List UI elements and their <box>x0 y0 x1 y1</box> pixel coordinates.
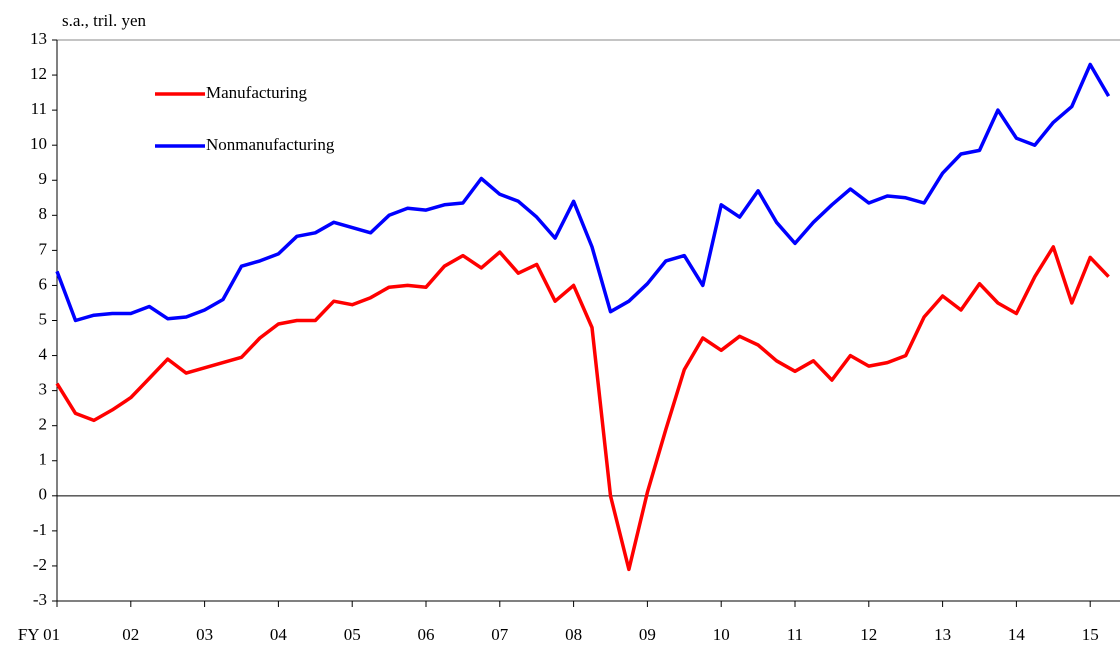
x-tick-label: 06 <box>418 625 435 644</box>
y-tick-label: 3 <box>39 380 48 399</box>
y-tick-label: -3 <box>33 590 47 609</box>
x-tick-label: 09 <box>639 625 656 644</box>
y-tick-label: 8 <box>39 204 48 223</box>
y-tick-label: 13 <box>30 29 47 48</box>
x-tick-label: 14 <box>1008 625 1026 644</box>
y-tick-label: 9 <box>39 169 48 188</box>
series-line <box>55 62 1111 323</box>
y-axis-label: s.a., tril. yen <box>62 11 147 30</box>
y-tick-label: -2 <box>33 555 47 574</box>
x-tick-label: 11 <box>787 625 803 644</box>
y-tick-label: 6 <box>39 274 48 293</box>
x-tick-label: 07 <box>491 625 509 644</box>
legend-label: Nonmanufacturing <box>206 135 335 154</box>
x-tick-label: 05 <box>344 625 361 644</box>
x-tick-label: 02 <box>122 625 139 644</box>
x-tick-label: 15 <box>1082 625 1099 644</box>
y-tick-label: 2 <box>39 415 48 434</box>
y-tick-label: 12 <box>30 64 47 83</box>
x-tick-label: 12 <box>860 625 877 644</box>
y-tick-label: 4 <box>39 344 48 363</box>
y-tick-label: 11 <box>31 99 47 118</box>
y-tick-label: 7 <box>39 239 48 258</box>
series-line <box>55 245 1110 572</box>
y-tick-label: -1 <box>33 520 47 539</box>
x-tick-label: FY 01 <box>18 625 60 644</box>
y-tick-label: 0 <box>39 485 48 504</box>
y-tick-label: 1 <box>39 450 48 469</box>
x-tick-label: 04 <box>270 625 288 644</box>
x-tick-label: 08 <box>565 625 582 644</box>
y-tick-label: 5 <box>39 309 48 328</box>
x-tick-label: 13 <box>934 625 951 644</box>
y-tick-label: 10 <box>30 134 47 153</box>
legend-label: Manufacturing <box>206 83 308 102</box>
x-tick-label: 03 <box>196 625 213 644</box>
x-tick-label: 10 <box>713 625 730 644</box>
